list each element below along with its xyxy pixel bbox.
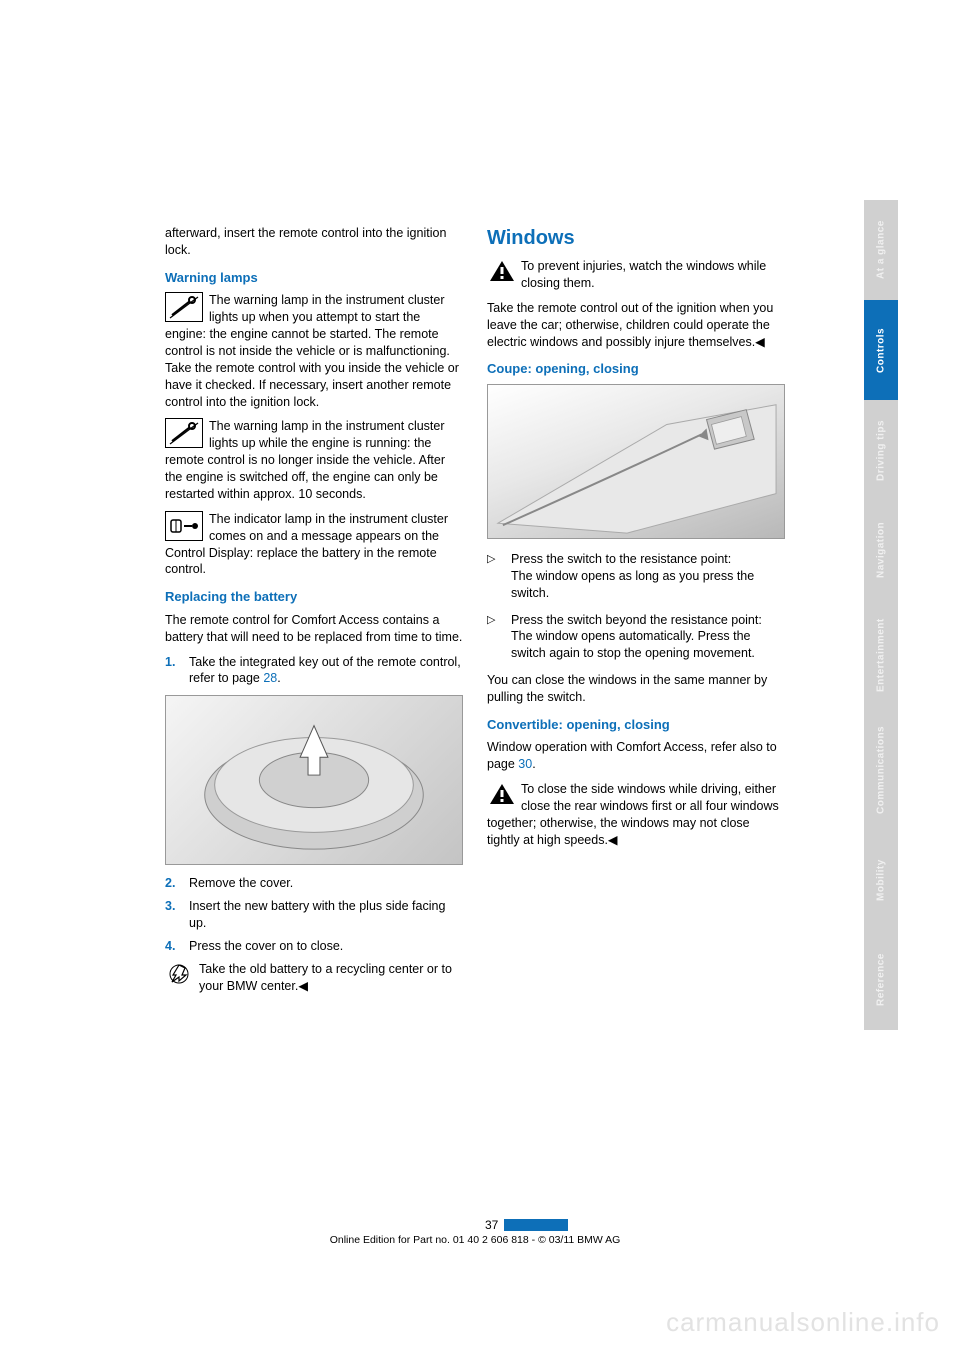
step-text: Press the cover on to close.: [189, 938, 463, 955]
warning-triangle-icon: [487, 258, 515, 282]
convertible-heading: Convertible: opening, closing: [487, 716, 785, 734]
section-tab-driving-tips[interactable]: Driving tips: [864, 400, 898, 500]
section-tab-entertainment[interactable]: Entertainment: [864, 600, 898, 710]
step-2: 2. Remove the cover.: [165, 875, 463, 892]
step-text: Insert the new battery with the plus sid…: [189, 898, 463, 932]
step-text: Take the integrated key out of the remot…: [189, 654, 463, 688]
left-column: afterward, insert the remote control int…: [165, 225, 463, 1003]
page-number-block: 37: [485, 1218, 568, 1232]
windows-warning-text: To prevent injuries, watch the windows w…: [521, 259, 766, 290]
windows-heading: Windows: [487, 225, 785, 252]
page-link-30[interactable]: 30: [518, 757, 532, 771]
section-tab-mobility[interactable]: Mobility: [864, 830, 898, 930]
page-number: 37: [485, 1218, 504, 1232]
section-tab-communications[interactable]: Communications: [864, 710, 898, 830]
windows-warning: To prevent injuries, watch the windows w…: [487, 258, 785, 292]
close-windows-note: You can close the windows in the same ma…: [487, 672, 785, 706]
warning-lamp-text-3: The indicator lamp in the instrument clu…: [165, 512, 448, 577]
step-text: Remove the cover.: [189, 875, 463, 892]
step-number: 2.: [165, 875, 189, 892]
page-content: afterward, insert the remote control int…: [165, 225, 785, 1003]
section-tab-reference[interactable]: Reference: [864, 930, 898, 1030]
convertible-warning: To close the side windows while driving,…: [487, 781, 785, 849]
recycle-note: Take the old battery to a recycling cent…: [165, 961, 463, 995]
convertible-intro: Window operation with Comfort Access, re…: [487, 739, 785, 773]
step-4: 4. Press the cover on to close.: [165, 938, 463, 955]
section-tab-navigation[interactable]: Navigation: [864, 500, 898, 600]
step-1: 1. Take the integrated key out of the re…: [165, 654, 463, 688]
right-column: Windows To prevent injuries, watch the w…: [487, 225, 785, 1003]
key-warning-icon: [165, 292, 203, 322]
recycle-icon: [165, 961, 193, 985]
watermark: carmanualsonline.info: [666, 1307, 940, 1338]
warning-lamp-text-2: The warning lamp in the instrument clust…: [165, 419, 445, 501]
replacing-battery-heading: Replacing the battery: [165, 588, 463, 606]
step-number: 4.: [165, 938, 189, 955]
bullet-2: ▷ Press the switch beyond the resistance…: [487, 612, 785, 663]
bullet-marker-icon: ▷: [487, 612, 511, 663]
coupe-heading: Coupe: opening, closing: [487, 360, 785, 378]
bullet-text: Press the switch to the resistance point…: [511, 551, 785, 602]
key-battery-icon: [165, 511, 203, 541]
convertible-warning-text: To close the side windows while driving,…: [487, 782, 779, 847]
step-3: 3. Insert the new battery with the plus …: [165, 898, 463, 932]
replacing-battery-intro: The remote control for Comfort Access co…: [165, 612, 463, 646]
step-number: 3.: [165, 898, 189, 932]
section-tab-at-a-glance[interactable]: At a glance: [864, 200, 898, 300]
window-switch-figure: [487, 384, 785, 539]
bullet-1: ▷ Press the switch to the resistance poi…: [487, 551, 785, 602]
key-warning-icon: [165, 418, 203, 448]
warning-lamp-block-2: The warning lamp in the instrument clust…: [165, 418, 463, 502]
section-tab-controls[interactable]: Controls: [864, 300, 898, 400]
page-link-28[interactable]: 28: [263, 671, 277, 685]
section-tabs: At a glanceControlsDriving tipsNavigatio…: [864, 200, 898, 1030]
bullet-marker-icon: ▷: [487, 551, 511, 602]
windows-warning-cont: Take the remote control out of the ignit…: [487, 300, 785, 351]
warning-lamps-heading: Warning lamps: [165, 269, 463, 287]
warning-lamp-text-1: The warning lamp in the instrument clust…: [165, 293, 459, 408]
recycle-text: Take the old battery to a recycling cent…: [199, 962, 452, 993]
warning-triangle-icon: [487, 781, 515, 805]
intro-text: afterward, insert the remote control int…: [165, 225, 463, 259]
remote-battery-figure: [165, 695, 463, 865]
page-number-bar: [504, 1219, 568, 1231]
footer-text: Online Edition for Part no. 01 40 2 606 …: [165, 1234, 785, 1246]
warning-lamp-block-3: The indicator lamp in the instrument clu…: [165, 511, 463, 579]
bullet-text: Press the switch beyond the resistance p…: [511, 612, 785, 663]
step-number: 1.: [165, 654, 189, 688]
warning-lamp-block-1: The warning lamp in the instrument clust…: [165, 292, 463, 410]
